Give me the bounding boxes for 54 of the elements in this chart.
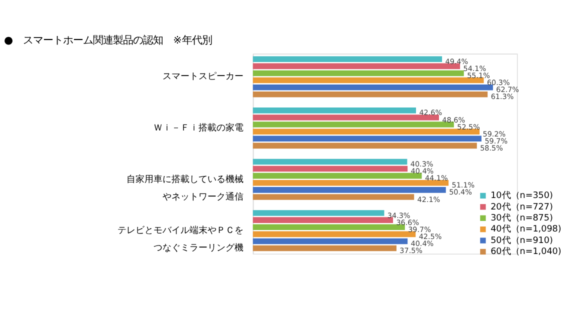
legend-label: 60代（n=1,040)	[490, 246, 562, 258]
data-label: 59.2%	[482, 129, 506, 138]
data-label: 50.4%	[449, 188, 472, 197]
data-label: 36.6%	[396, 218, 420, 227]
bar	[252, 70, 464, 76]
bar	[252, 217, 394, 223]
y-tick-label: テレビとモバイル端末やＰＣをつなぐミラーリング機	[118, 225, 244, 254]
bar	[252, 122, 454, 128]
bar	[252, 166, 408, 172]
bar	[252, 187, 446, 193]
data-label: 59.7%	[484, 136, 508, 146]
y-tick-label: スマートスピーカー	[162, 71, 244, 82]
data-label: 42.5%	[418, 232, 442, 241]
bar	[252, 128, 480, 134]
data-label: 61.3%	[490, 92, 514, 102]
bar	[252, 142, 477, 149]
y-tick-label: Ｗｉ－Ｆｉ搭載の家電	[154, 122, 244, 134]
data-label: 42.1%	[417, 194, 440, 204]
legend-label: 30代（n=875)	[490, 212, 553, 224]
data-label: 40.4%	[410, 239, 434, 248]
bar	[252, 238, 408, 244]
data-label: 51.1%	[452, 180, 475, 190]
bar	[252, 56, 442, 62]
bar	[252, 231, 416, 238]
legend-label: 20代（n=727)	[490, 201, 553, 212]
legend-label: 10代（n=350)	[490, 190, 553, 202]
data-label: 48.6%	[442, 115, 466, 124]
bar	[252, 63, 460, 70]
bar	[252, 180, 449, 186]
data-label: 58.5%	[480, 143, 504, 152]
data-label: 40.4%	[410, 166, 434, 176]
bar	[252, 224, 405, 230]
bar	[252, 77, 484, 84]
bar	[252, 91, 488, 98]
data-label: 40.3%	[410, 160, 434, 169]
legend-label: 40代（n=1,098)	[490, 224, 562, 235]
data-label: 54.1%	[463, 64, 486, 73]
text: ● スマートホーム関連製品の認知 ※年代別	[4, 34, 212, 46]
bar	[252, 210, 384, 216]
bar	[252, 158, 408, 165]
data-label: 60.3%	[486, 78, 510, 88]
bar	[252, 194, 414, 200]
bar	[252, 84, 493, 90]
data-label: 39.7%	[408, 224, 432, 234]
bar	[252, 172, 422, 179]
bar	[252, 114, 439, 120]
data-label: 37.5%	[400, 246, 423, 256]
bar	[252, 108, 416, 114]
bar	[252, 136, 482, 142]
y-tick-label: 自家用車に搭載している機械やネットワーク通信	[126, 174, 244, 202]
data-label: 62.7%	[496, 85, 520, 94]
bar	[252, 245, 396, 252]
legend-label: 50代（n=910)	[490, 234, 553, 246]
data-label: 34.3%	[387, 210, 410, 220]
